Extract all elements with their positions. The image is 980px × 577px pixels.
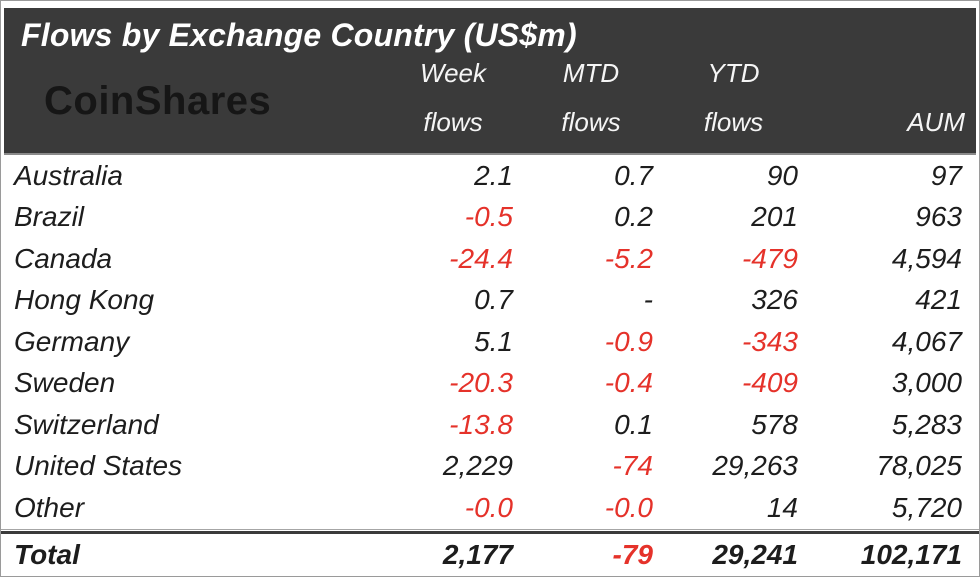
table-row: Australia 2.1 0.7 90 97	[1, 155, 979, 197]
aum-cell: 4,594	[891, 242, 962, 274]
mtd-flows-cell: -	[643, 284, 653, 316]
week-flows-cell: -20.3	[449, 367, 513, 399]
coinshares-logo: CoinShares	[44, 78, 272, 123]
col-header-line1: YTD	[707, 58, 760, 88]
mtd-flows-cell: -5.2	[604, 242, 653, 274]
total-ytd-flows-cell: 29,241	[712, 538, 798, 570]
total-row: Total 2,177 -79 29,241 102,171	[1, 530, 979, 576]
week-flows-cell: -0.0	[464, 491, 513, 523]
country-cell: Sweden	[14, 367, 116, 399]
mtd-flows-cell: 0.7	[614, 159, 653, 191]
week-flows-cell: -13.8	[449, 408, 513, 440]
aum-cell: 963	[915, 201, 962, 233]
table-row: Hong Kong 0.7 - 326 421	[1, 280, 979, 322]
country-cell: Canada	[14, 242, 113, 274]
week-flows-cell: 2,229	[442, 450, 513, 482]
ytd-flows-cell: 29,263	[712, 450, 798, 482]
aum-cell: 3,000	[891, 367, 962, 399]
country-cell: Australia	[14, 159, 123, 191]
table-row: Sweden -20.3 -0.4 -409 3,000	[1, 363, 979, 405]
aum-cell: 97	[930, 159, 962, 191]
country-cell: Brazil	[14, 201, 85, 233]
week-flows-cell: 0.7	[474, 284, 513, 316]
mtd-flows-cell: -74	[612, 450, 653, 482]
total-label: Total	[14, 538, 80, 570]
col-header-line2: AUM	[907, 106, 965, 137]
table-row: Germany 5.1 -0.9 -343 4,067	[1, 321, 979, 363]
table-row: Switzerland -13.8 0.1 578 5,283	[1, 404, 979, 446]
col-header-line2: flows	[561, 106, 621, 137]
country-cell: Hong Kong	[14, 284, 155, 316]
mtd-flows-cell: -0.9	[604, 325, 653, 357]
total-mtd-flows-cell: -79	[612, 538, 653, 570]
total-aum-cell: 102,171	[860, 538, 962, 570]
col-header-ytd-flows: YTD flows	[666, 54, 811, 148]
table-row: Other -0.0 -0.0 14 5,720	[1, 487, 979, 529]
mtd-flows-cell: -0.4	[604, 367, 653, 399]
col-header-week-flows: Week flows	[390, 54, 526, 148]
total-week-flows-cell: 2,177	[442, 538, 513, 570]
mtd-flows-cell: 0.2	[614, 201, 653, 233]
table-header: Flows by Exchange Country (US$m) CoinSha…	[4, 8, 976, 155]
aum-cell: 78,025	[876, 450, 962, 482]
week-flows-cell: 5.1	[474, 325, 513, 357]
country-cell: Switzerland	[14, 408, 159, 440]
ytd-flows-cell: -479	[741, 242, 798, 274]
table-row: Brazil -0.5 0.2 201 963	[1, 197, 979, 239]
ytd-flows-cell: 90	[766, 159, 798, 191]
country-cell: Germany	[14, 325, 130, 357]
ytd-flows-cell: 14	[766, 491, 798, 523]
col-header-line1: Week	[420, 58, 486, 88]
table-row: United States 2,229 -74 29,263 78,025	[1, 446, 979, 488]
col-header-mtd-flows: MTD flows	[526, 54, 666, 148]
aum-cell: 421	[915, 284, 962, 316]
mtd-flows-cell: -0.0	[604, 491, 653, 523]
aum-cell: 5,720	[891, 491, 962, 523]
week-flows-cell: 2.1	[474, 159, 513, 191]
aum-cell: 5,283	[891, 408, 962, 440]
col-header-line2: flows	[703, 106, 764, 137]
ytd-flows-cell: -409	[741, 367, 798, 399]
mtd-flows-cell: 0.1	[614, 408, 653, 440]
table-title: Flows by Exchange Country (US$m)	[21, 17, 577, 53]
col-header-line1	[811, 56, 965, 91]
col-header-aum: AUM	[811, 54, 975, 148]
ytd-flows-cell: -343	[741, 325, 798, 357]
week-flows-cell: -0.5	[464, 201, 513, 233]
table-row: Canada -24.4 -5.2 -479 4,594	[1, 238, 979, 280]
column-header-row: CoinShares Week flows MTD flows YTD flow…	[4, 54, 976, 148]
country-cell: Other	[14, 491, 85, 523]
col-header-line2: flows	[423, 106, 483, 137]
ytd-flows-cell: 326	[751, 284, 798, 316]
ytd-flows-cell: 578	[751, 408, 798, 440]
col-header-line1: MTD	[562, 58, 620, 88]
aum-cell: 4,067	[891, 325, 962, 357]
table-body: Australia 2.1 0.7 90 97 Brazil -0.5 0.2 201 963 Ca…	[1, 155, 979, 530]
week-flows-cell: -24.4	[449, 242, 513, 274]
country-cell: United States	[14, 450, 183, 482]
ytd-flows-cell: 201	[751, 201, 798, 233]
